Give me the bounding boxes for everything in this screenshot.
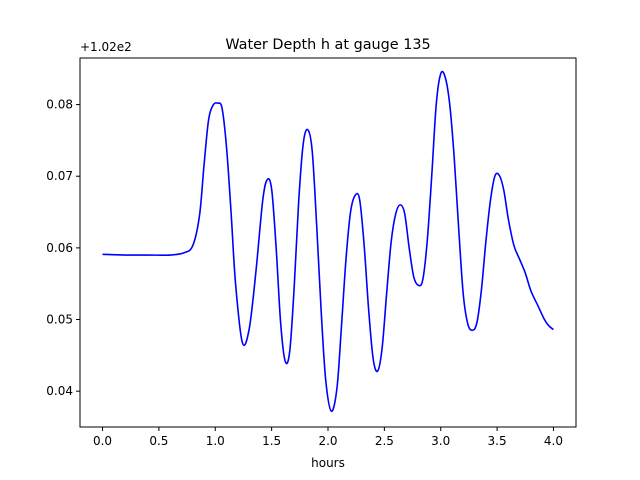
series-layer <box>102 70 554 413</box>
y-tick-label: 0.07 <box>46 169 73 183</box>
y-tick-label: 0.04 <box>46 384 73 398</box>
x-tick-label: 0.0 <box>93 434 112 448</box>
x-tick-label: 3.0 <box>431 434 450 448</box>
y-axis-ticks: 0.04 0.05 0.06 0.07 0.08 <box>46 98 80 398</box>
y-tick-label: 0.08 <box>46 98 73 112</box>
x-tick-label: 1.0 <box>206 434 225 448</box>
water-depth-series-line <box>102 70 554 413</box>
x-tick-label: 4.0 <box>544 434 563 448</box>
x-tick-label: 0.5 <box>149 434 168 448</box>
x-tick-label: 1.5 <box>262 434 281 448</box>
x-tick-label: 2.5 <box>375 434 394 448</box>
plot-area <box>80 58 576 427</box>
y-tick-label: 0.05 <box>46 313 73 327</box>
x-axis-label: hours <box>311 456 345 470</box>
y-axis-offset-label: +1.02e2 <box>80 40 132 54</box>
x-tick-label: 2.0 <box>318 434 337 448</box>
chart-title: Water Depth h at gauge 135 <box>225 37 430 53</box>
y-tick-label: 0.06 <box>46 241 73 255</box>
x-axis-ticks: 0.0 0.5 1.0 1.5 2.0 2.5 3.0 3.5 4.0 <box>93 427 563 448</box>
x-tick-label: 3.5 <box>488 434 507 448</box>
